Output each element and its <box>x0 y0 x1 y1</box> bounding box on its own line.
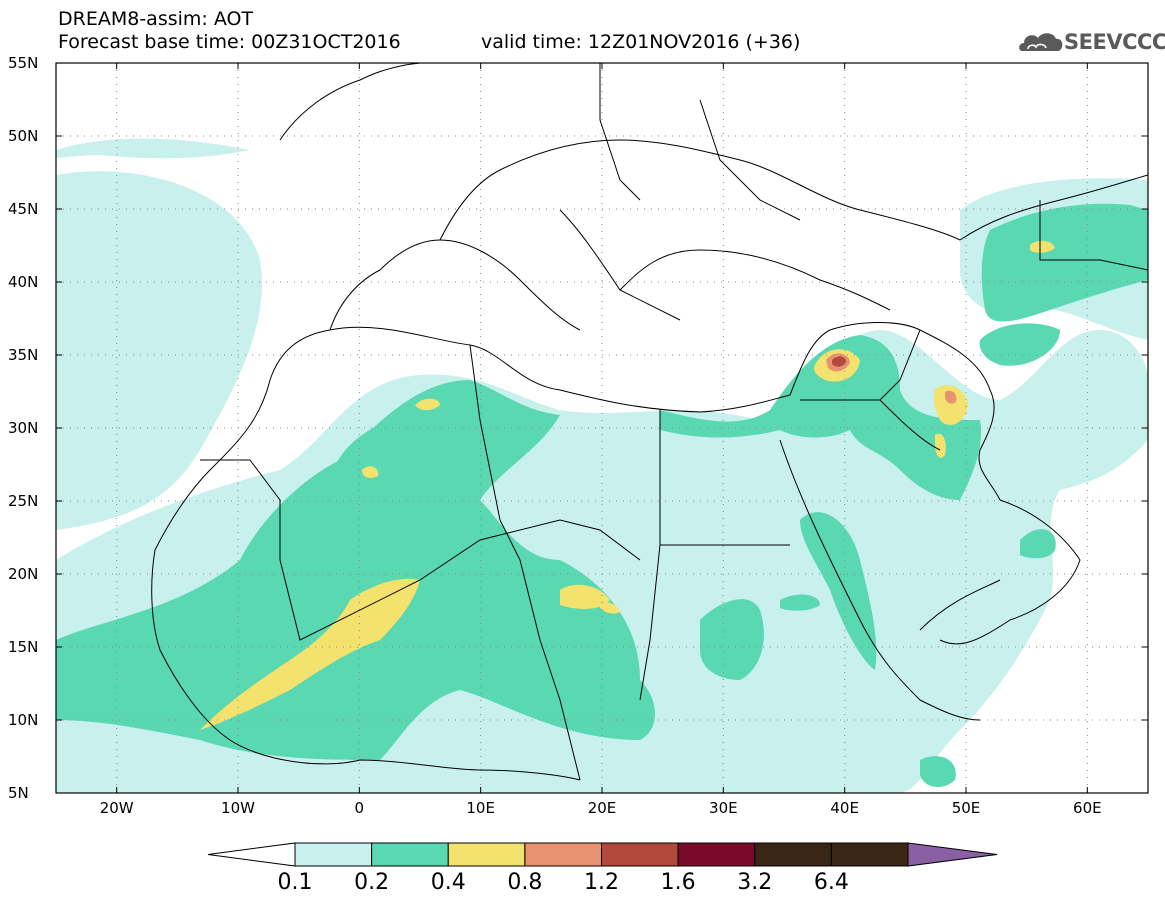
colorbar-label: 1.6 <box>660 870 696 895</box>
lat-label: 20N <box>8 565 39 583</box>
lon-label: 10E <box>466 799 495 817</box>
colorbar-segment <box>677 842 756 867</box>
colorbar-segment <box>601 842 679 867</box>
colorbar <box>207 842 998 867</box>
colorbar-label: 0.4 <box>430 870 466 895</box>
map-gridlines <box>56 63 1148 793</box>
lat-label: 55N <box>8 54 39 72</box>
colorbar-segment <box>524 842 602 867</box>
colorbar-label: 0.8 <box>507 870 543 895</box>
cloud-logo-icon <box>1019 33 1063 51</box>
axis-ticks <box>56 62 1148 794</box>
coastlines-and-borders <box>151 63 1148 781</box>
lat-label: 35N <box>8 346 39 364</box>
colorbar-segment <box>371 842 449 867</box>
lon-label: 10W <box>221 799 255 817</box>
lon-label: 40E <box>830 799 859 817</box>
lat-label: 10N <box>8 711 39 729</box>
colorbar-label: 6.4 <box>813 870 849 895</box>
lon-label: 50E <box>951 799 981 817</box>
lat-label: 40N <box>8 273 39 291</box>
aot-level-1-2 <box>832 356 846 367</box>
forecast-base-time: Forecast base time: 00Z31OCT2016 <box>58 31 401 53</box>
lat-label: 30N <box>8 419 39 437</box>
lat-label: 50N <box>8 127 39 145</box>
lon-label: 30E <box>709 799 738 817</box>
logo-text: SEEVCCC <box>1064 30 1165 54</box>
colorbar-segment <box>447 842 526 867</box>
valid-time: valid time: 12Z01NOV2016 (+36) <box>481 31 801 53</box>
colorbar-segment-below <box>207 842 296 867</box>
colorbar-segment <box>294 842 373 867</box>
colorbar-segment <box>754 842 832 867</box>
aot-level-0-4 <box>200 240 1055 730</box>
map-title: DREAM8-assim: AOT <box>58 8 254 30</box>
aot-field <box>56 138 1148 793</box>
colorbar-label: 0.1 <box>277 870 313 895</box>
colorbar-label: 3.2 <box>737 870 773 895</box>
colorbar-segment <box>830 842 909 867</box>
lat-label: 5N <box>8 784 29 802</box>
lon-label: 60E <box>1073 799 1102 817</box>
aot-level-0-2 <box>56 203 1148 787</box>
lat-label: 25N <box>8 492 39 510</box>
colorbar-label: 0.2 <box>354 870 390 895</box>
lon-label: 0 <box>354 799 365 817</box>
lat-label: 15N <box>8 638 39 656</box>
colorbar-label: 1.2 <box>584 870 619 895</box>
lon-label: 20E <box>587 799 617 817</box>
lat-label: 45N <box>8 200 39 218</box>
colorbar-segment-above <box>907 842 998 867</box>
lon-label: 20W <box>99 799 134 817</box>
